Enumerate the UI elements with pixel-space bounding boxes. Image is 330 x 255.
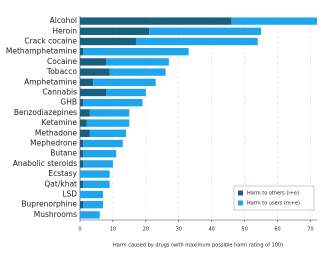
bar-segment [80,58,107,66]
bar-segment [80,190,104,199]
y-tick-label: Mushrooms [34,210,77,219]
x-tick-label: 30 [176,227,182,233]
x-tick-label: 60 [274,227,280,233]
y-tick-label: Cocaine [47,57,77,66]
x-tick-label: 0 [78,227,81,233]
bar-segment [80,68,110,76]
y-tick-label: Heroin [52,26,77,35]
bar-segment [80,160,84,168]
bar-segment [106,58,169,66]
legend-box [233,185,315,211]
bar-segment [231,17,317,25]
y-tick-label: Tobacco [46,67,77,76]
x-axis-label: Harm caused by drugs (with maximum possi… [113,243,283,249]
y-tick-label: Methamphetamine [6,47,77,56]
y-tick-label: Crack cocaine [24,37,77,46]
bar-segment [83,48,189,56]
y-tick-label: Benzodiazepines [14,108,77,117]
x-tick-label: 70 [307,227,313,233]
bar-segment [149,27,262,35]
y-tick-label: Ecstasy [48,169,77,178]
legend-swatch [238,190,243,196]
y-tick-label: Amphetamine [24,77,77,86]
bar-segment [109,68,166,76]
bar-segment [80,170,110,178]
y-tick-label: GHB [60,98,77,107]
bar-segment [80,17,232,25]
bar-segment [83,201,104,209]
y-tick-label: Butane [50,149,77,158]
y-tick-label: Mephedrone [30,139,77,148]
bar-segment [89,109,130,117]
y-tick-label: Alcohol [50,16,77,25]
legend-label: Harm to users (m+e) [247,201,300,207]
bar-segment [80,139,84,148]
bar-segment [80,109,90,117]
y-tick-label: LSD [62,190,77,199]
y-tick-label: Buprenorphine [21,200,77,209]
y-tick-label: Cannabis [42,88,77,97]
bar-segment [93,78,156,86]
bar-segment [80,211,100,219]
bar-segment [80,150,84,158]
bar-segment [80,129,90,137]
bar-segment [80,78,94,86]
bar-segment [86,119,130,127]
bar-segment [80,119,87,127]
bar-segment [89,129,127,137]
bar-segment [80,201,84,209]
bar-segment [80,48,84,56]
bar-segment [80,37,136,46]
bar-segment [80,27,150,35]
legend-label: Harm to others (i+e) [247,191,299,197]
y-tick-label: Methadone [35,128,77,137]
bar-segment [106,88,146,97]
x-tick-label: 10 [110,227,116,233]
bar-segment [135,37,258,46]
bar-segment [83,99,143,107]
x-tick-label: 40 [208,227,214,233]
y-tick-label: Ketamine [42,118,78,127]
bar-segment [83,150,117,158]
y-tick-label: Qat/khat [44,179,77,188]
bar-segment [80,99,84,107]
x-tick-label: 20 [143,227,149,233]
legend-swatch [238,200,243,206]
bar-segment [83,139,123,148]
bar-segment [80,88,107,97]
bar-segment [83,180,110,188]
y-tick-label: Anabolic steroids [13,159,77,168]
bar-segment [83,160,113,168]
x-tick-label: 50 [241,227,247,233]
bar-segment [80,180,84,188]
